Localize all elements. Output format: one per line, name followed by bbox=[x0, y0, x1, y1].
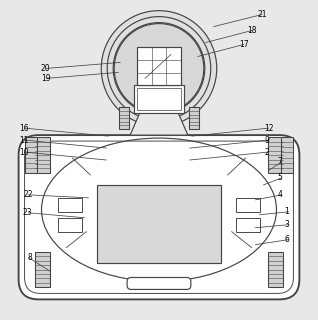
Text: 5: 5 bbox=[278, 173, 282, 182]
Text: 17: 17 bbox=[240, 40, 249, 49]
Bar bbox=[267, 137, 283, 173]
Bar bbox=[97, 185, 221, 262]
Bar bbox=[236, 218, 259, 232]
Text: 21: 21 bbox=[258, 10, 267, 19]
Bar bbox=[59, 218, 82, 232]
Text: 18: 18 bbox=[248, 26, 257, 35]
Text: 4: 4 bbox=[278, 190, 282, 199]
FancyBboxPatch shape bbox=[127, 277, 191, 289]
Text: 9: 9 bbox=[265, 136, 269, 145]
Text: 1: 1 bbox=[284, 207, 289, 216]
Bar bbox=[281, 137, 294, 173]
Bar bbox=[189, 107, 199, 129]
Text: 7: 7 bbox=[278, 157, 282, 166]
Bar bbox=[59, 198, 82, 212]
Circle shape bbox=[101, 11, 217, 126]
Bar bbox=[35, 252, 51, 287]
Bar bbox=[35, 137, 51, 173]
Bar bbox=[134, 85, 184, 113]
Text: 20: 20 bbox=[41, 64, 51, 73]
Text: 6: 6 bbox=[284, 235, 289, 244]
FancyBboxPatch shape bbox=[19, 135, 299, 300]
Bar bbox=[137, 88, 181, 110]
Bar bbox=[137, 47, 181, 85]
Bar bbox=[267, 252, 283, 287]
Text: 11: 11 bbox=[19, 136, 29, 145]
Text: 10: 10 bbox=[19, 148, 29, 156]
Bar bbox=[24, 137, 37, 173]
Polygon shape bbox=[130, 112, 188, 135]
Text: 23: 23 bbox=[23, 208, 32, 217]
Text: 22: 22 bbox=[23, 190, 32, 199]
Text: 8: 8 bbox=[28, 253, 32, 262]
Bar bbox=[236, 198, 259, 212]
Text: 2: 2 bbox=[265, 148, 269, 156]
Text: 3: 3 bbox=[284, 220, 289, 229]
Text: 12: 12 bbox=[265, 124, 274, 132]
Text: 19: 19 bbox=[41, 74, 51, 83]
Circle shape bbox=[114, 24, 204, 113]
Text: 16: 16 bbox=[19, 124, 29, 132]
Bar bbox=[119, 107, 129, 129]
